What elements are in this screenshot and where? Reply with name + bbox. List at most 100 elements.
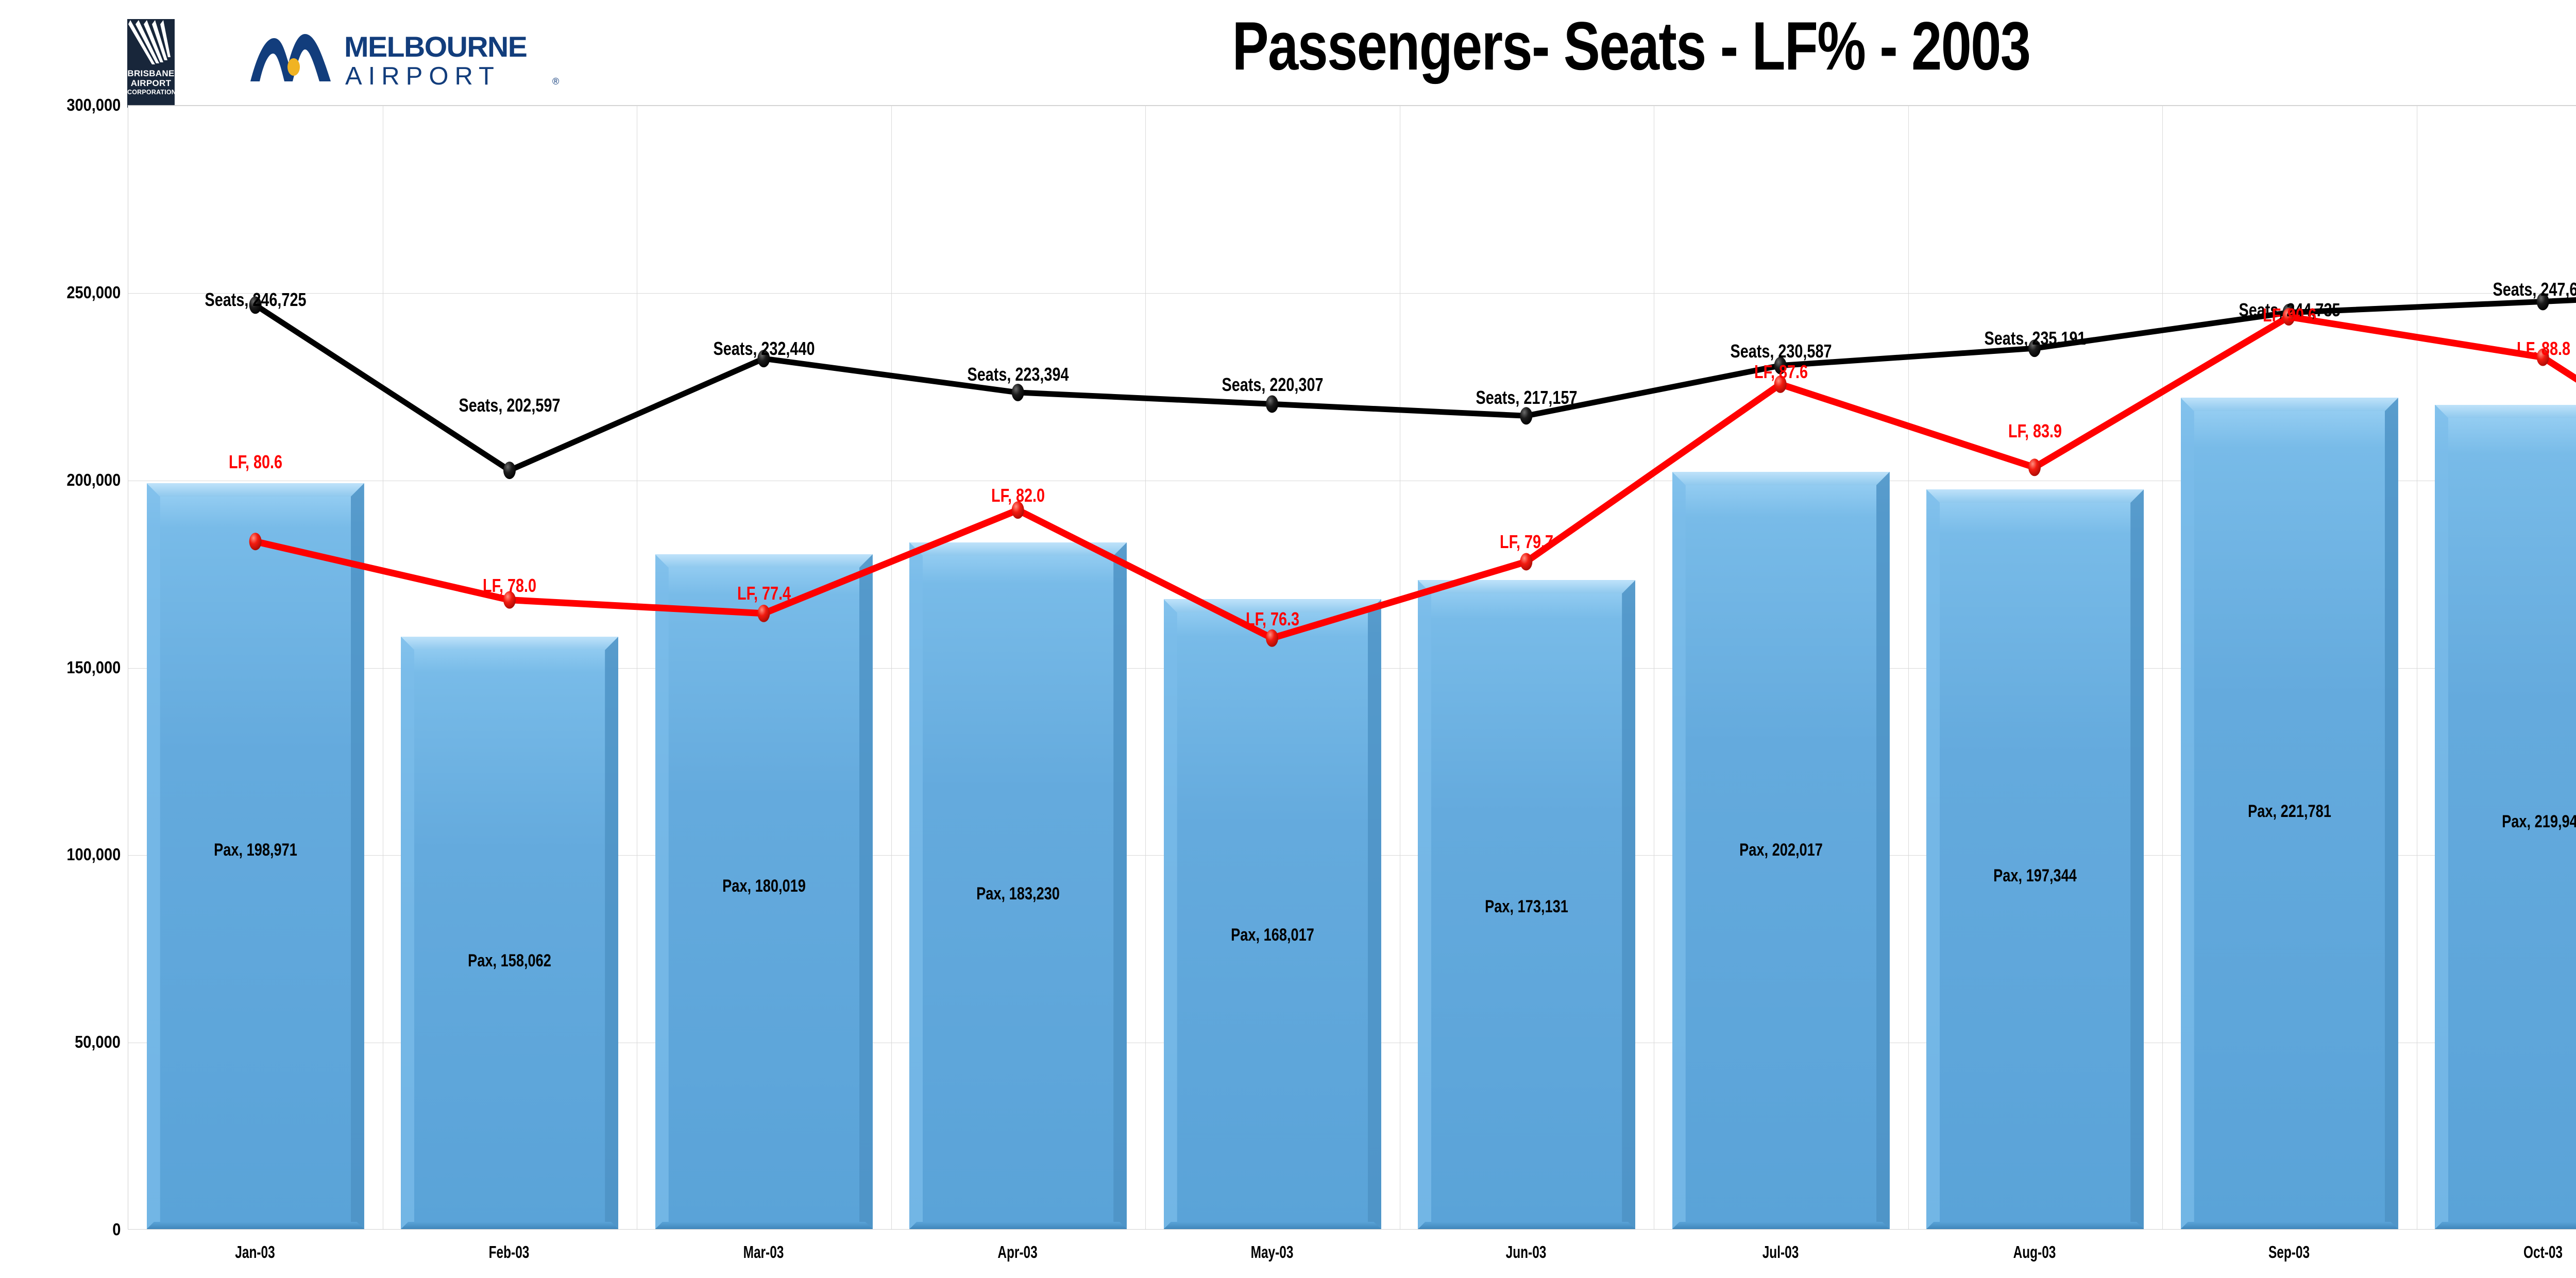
marker-lf-mar-03 xyxy=(757,604,770,622)
bar-face xyxy=(655,554,873,1229)
data-label-seats-jul-03: Seats, 230,587 xyxy=(1730,340,1832,362)
bar-bevel-left xyxy=(909,542,923,1229)
x-axis-tick-jun-03: Jun-03 xyxy=(1505,1242,1547,1262)
data-label-seats-mar-03: Seats, 232,440 xyxy=(713,338,815,359)
line-lf xyxy=(252,313,2576,642)
bar-pax-feb-03 xyxy=(401,636,619,1229)
bar-bevel-left xyxy=(1418,580,1431,1229)
bar-face xyxy=(1418,580,1636,1229)
bar-pax-apr-03 xyxy=(909,542,1127,1229)
chart-header: BRISBANE AIRPORT CORPORATION MELBOURNE A… xyxy=(0,0,2576,108)
marker-lf-oct-03 xyxy=(2536,348,2549,366)
data-label-seats-feb-03: Seats, 202,597 xyxy=(459,395,561,416)
registered-mark: ® xyxy=(552,76,560,87)
bar-bevel-bottom xyxy=(2181,1222,2398,1229)
data-label-seats-oct-03: Seats, 247,669 xyxy=(2493,279,2576,300)
data-label-seats-jun-03: Seats, 217,157 xyxy=(1476,387,1578,408)
line-seats xyxy=(252,297,2576,473)
melbourne-airport-logo: MELBOURNE AIRPORT ® xyxy=(247,27,572,93)
bar-bevel-bottom xyxy=(1164,1222,1381,1229)
melbourne-wordmark: MELBOURNE xyxy=(344,30,528,63)
bar-face xyxy=(2435,404,2576,1229)
data-label-pax-jul-03: Pax, 202,017 xyxy=(1739,840,1823,860)
bar-bevel-right xyxy=(1622,580,1635,1229)
y-axis-left-tick: 50,000 xyxy=(75,1032,121,1052)
y-axis-left-tick: 200,000 xyxy=(66,470,121,489)
x-axis-tick-feb-03: Feb-03 xyxy=(488,1242,530,1262)
marker-lf-aug-03 xyxy=(2028,458,2041,476)
data-label-lf-aug-03: LF, 83.9 xyxy=(2008,420,2062,441)
bar-bevel-right xyxy=(1368,599,1381,1229)
bar-bevel-top xyxy=(1672,472,1890,485)
bar-bevel-left xyxy=(1672,472,1686,1229)
data-label-lf-feb-03: LF, 78.0 xyxy=(483,575,537,596)
bar-bevel-right xyxy=(2130,489,2144,1229)
marker-seats-feb-03 xyxy=(503,462,516,480)
bar-pax-aug-03 xyxy=(1926,489,2144,1229)
brisbane-airport-logo: BRISBANE AIRPORT CORPORATION xyxy=(127,19,176,108)
data-label-seats-apr-03: Seats, 223,394 xyxy=(967,364,1069,385)
bar-bevel-bottom xyxy=(147,1222,364,1229)
bar-bevel-right xyxy=(605,637,618,1229)
data-label-pax-mar-03: Pax, 180,019 xyxy=(722,876,806,896)
data-label-pax-jun-03: Pax, 173,131 xyxy=(1485,897,1569,916)
data-label-lf-may-03: LF, 76.3 xyxy=(1245,608,1299,629)
bar-bevel-right xyxy=(1876,472,1890,1229)
bar-bevel-left xyxy=(2435,405,2448,1229)
marker-lf-jan-03 xyxy=(249,533,262,551)
bar-bevel-left xyxy=(2181,398,2194,1229)
data-label-seats-sep-03: Seats, 244,735 xyxy=(2239,299,2341,320)
data-label-seats-jan-03: Seats, 246,725 xyxy=(205,289,307,310)
bar-bevel-right xyxy=(351,483,364,1229)
bar-pax-mar-03 xyxy=(655,554,873,1229)
page-title: Passengers- Seats - LF% - 2003 xyxy=(1232,8,2031,84)
x-axis-tick-jul-03: Jul-03 xyxy=(1762,1242,1799,1262)
bar-face xyxy=(1926,489,2144,1229)
brisbane-line-1: BRISBANE xyxy=(127,69,175,78)
gridline-vertical xyxy=(2162,106,2163,1229)
x-axis-tick-may-03: May-03 xyxy=(1250,1242,1294,1262)
x-axis-tick-sep-03: Sep-03 xyxy=(2268,1242,2310,1262)
brisbane-logo-text: BRISBANE AIRPORT CORPORATION xyxy=(127,69,176,96)
data-label-lf-apr-03: LF, 82.0 xyxy=(991,485,1045,506)
data-label-pax-sep-03: Pax, 221,781 xyxy=(2247,802,2331,821)
marker-lf-may-03 xyxy=(1266,629,1278,647)
bar-bevel-top xyxy=(2435,405,2576,418)
y-axis-left-tick: 100,000 xyxy=(66,845,121,864)
data-label-seats-aug-03: Seats, 235,191 xyxy=(1984,328,2086,349)
x-axis-tick-aug-03: Aug-03 xyxy=(2013,1242,2056,1262)
marker-seats-jan-03 xyxy=(249,296,262,314)
bar-pax-jan-03 xyxy=(146,483,364,1229)
bar-face xyxy=(2180,398,2398,1229)
x-axis-tick-jan-03: Jan-03 xyxy=(235,1242,275,1262)
data-label-lf-jan-03: LF, 80.6 xyxy=(228,451,282,472)
x-axis-tick-apr-03: Apr-03 xyxy=(997,1242,1038,1262)
bar-pax-jun-03 xyxy=(1418,580,1636,1229)
data-label-lf-oct-03: LF, 88.8 xyxy=(2517,338,2571,359)
data-label-pax-jan-03: Pax, 198,971 xyxy=(213,840,297,860)
bar-bevel-top xyxy=(1926,489,2144,503)
bar-bevel-right xyxy=(2385,398,2398,1229)
gridline-vertical xyxy=(1908,106,1909,1229)
bar-bevel-left xyxy=(401,637,414,1229)
bar-bevel-top xyxy=(401,637,618,650)
gridline-vertical xyxy=(1145,106,1146,1229)
gridline-vertical xyxy=(891,106,892,1229)
brisbane-rays-icon xyxy=(127,19,175,66)
data-label-seats-may-03: Seats, 220,307 xyxy=(1222,374,1324,395)
data-label-pax-feb-03: Pax, 158,062 xyxy=(468,951,552,970)
data-label-lf-jul-03: LF, 87.6 xyxy=(1754,361,1808,382)
marker-lf-jul-03 xyxy=(1774,375,1787,393)
bar-bevel-bottom xyxy=(655,1222,873,1229)
y-axis-left-tick: 250,000 xyxy=(66,282,121,302)
marker-seats-aug-03 xyxy=(2028,339,2041,357)
x-axis-tick-oct-03: Oct-03 xyxy=(2523,1242,2563,1262)
bar-face xyxy=(1672,472,1890,1229)
plot-inner: Pax, 198,971 Pax, 158,062 Pax, 180,019 Pax,… xyxy=(128,106,2576,1229)
marker-seats-may-03 xyxy=(1266,395,1278,413)
bar-bevel-bottom xyxy=(1926,1222,2144,1229)
brisbane-line-2: AIRPORT xyxy=(130,78,172,89)
data-label-lf-mar-03: LF, 77.4 xyxy=(737,583,791,604)
bar-pax-oct-03 xyxy=(2435,404,2576,1229)
bar-bevel-bottom xyxy=(2435,1222,2576,1229)
